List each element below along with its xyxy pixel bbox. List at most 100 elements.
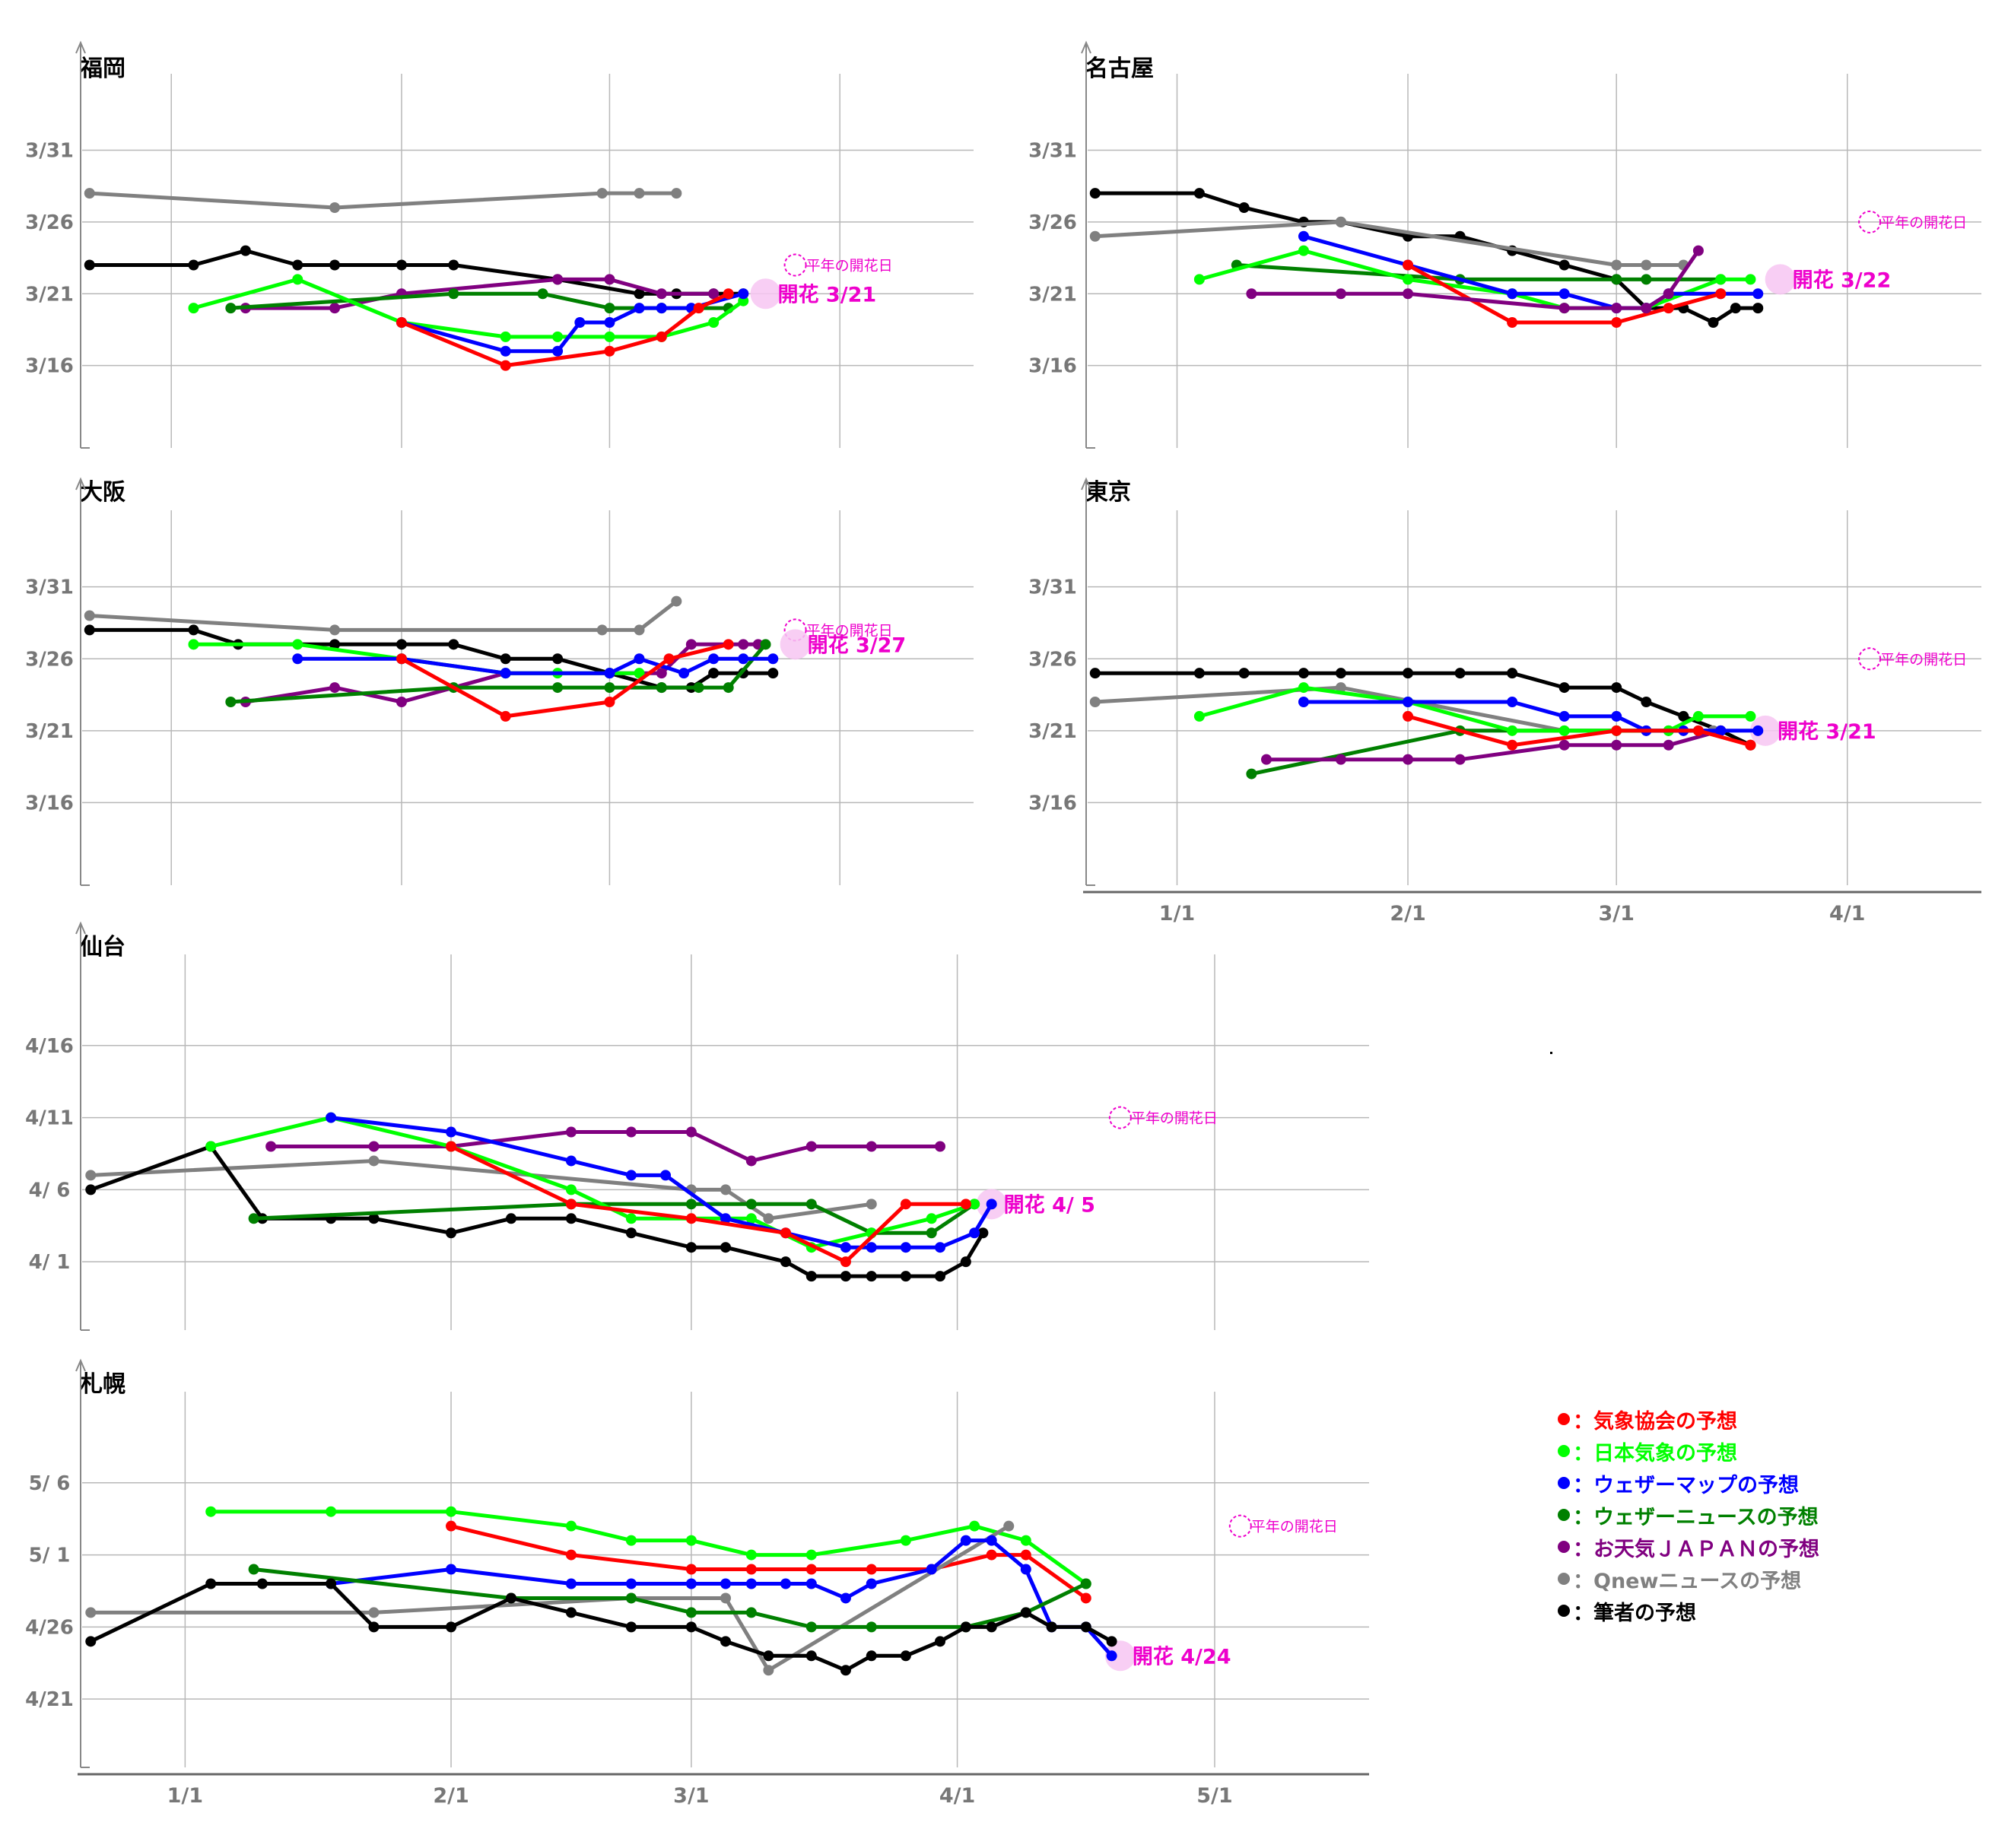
series-kishou-kyokai	[396, 639, 734, 722]
data-point	[1020, 1549, 1031, 1561]
actual-bloom-label: 開花 4/ 5	[1004, 1193, 1095, 1217]
series-line	[1197, 249, 1752, 310]
data-point	[1558, 303, 1570, 314]
data-point	[1752, 303, 1764, 314]
data-point	[292, 639, 303, 650]
data-point	[1611, 259, 1622, 271]
data-point	[604, 345, 615, 357]
data-point	[448, 259, 459, 271]
x-tick-label: 3/1	[1598, 902, 1634, 926]
data-point	[1663, 288, 1674, 300]
data-point	[840, 1256, 851, 1268]
actual-bloom-highlight	[1750, 715, 1781, 746]
data-point	[396, 259, 407, 271]
data-point	[926, 1227, 937, 1239]
data-point	[500, 331, 511, 342]
legend-marker-nihon-kishou	[1558, 1445, 1570, 1457]
normal-bloom-marker	[1228, 1514, 1252, 1538]
data-point	[805, 1549, 817, 1561]
data-point	[986, 1535, 997, 1546]
data-point	[634, 653, 645, 665]
series-author	[85, 1578, 1117, 1676]
series-kishou-kyokai	[446, 1141, 971, 1268]
data-point	[960, 1256, 971, 1268]
data-point	[720, 1578, 731, 1589]
legend-label-qnew: ：Qnewニュースの予想	[1573, 1569, 1802, 1593]
series-line	[329, 1538, 1114, 1658]
data-point	[805, 1650, 817, 1662]
data-point	[720, 1184, 731, 1195]
data-point	[977, 1227, 989, 1239]
data-point	[1507, 725, 1518, 736]
data-point	[448, 639, 459, 650]
data-point	[596, 624, 608, 636]
data-point	[935, 1271, 945, 1282]
data-point	[1708, 317, 1719, 328]
data-point	[685, 1564, 697, 1575]
data-point	[1238, 668, 1250, 679]
data-point	[552, 682, 564, 694]
data-point	[840, 1665, 851, 1676]
data-point	[656, 682, 667, 694]
data-point	[693, 303, 704, 314]
data-point	[1298, 668, 1309, 679]
data-point	[329, 682, 341, 694]
data-point	[1745, 739, 1756, 751]
data-point	[780, 1256, 791, 1268]
data-point	[205, 1141, 217, 1152]
y-tick-label: 3/16	[1028, 355, 1077, 378]
data-point	[500, 360, 511, 371]
data-point	[1730, 303, 1741, 314]
data-point	[1403, 754, 1414, 765]
data-point	[84, 624, 95, 636]
actual-bloom-highlight	[1765, 264, 1796, 295]
data-point	[1020, 1607, 1031, 1618]
normal-bloom-label: 平年の開花日	[806, 622, 893, 639]
data-point	[205, 1578, 217, 1589]
data-point	[656, 303, 667, 314]
data-point	[866, 1271, 877, 1282]
data-point	[1106, 1650, 1117, 1662]
data-point	[1080, 1621, 1091, 1633]
data-point	[1641, 274, 1652, 285]
data-point	[188, 639, 199, 650]
series-nihon-kishou	[188, 274, 749, 342]
data-point	[1080, 1592, 1091, 1604]
y-tick-label: 4/16	[25, 1035, 74, 1058]
y-tick-label: 3/21	[25, 283, 74, 306]
data-point	[574, 317, 586, 328]
data-point	[960, 1535, 971, 1546]
data-point	[866, 1199, 877, 1210]
data-point	[1558, 725, 1570, 736]
actual-bloom-highlight	[750, 278, 781, 310]
y-axis-arrow	[75, 921, 86, 935]
data-point	[780, 1578, 791, 1589]
data-point	[685, 1242, 697, 1253]
data-point	[625, 1535, 637, 1546]
data-point	[1745, 274, 1756, 285]
series-line	[1301, 700, 1760, 733]
series-line	[295, 656, 775, 675]
data-point	[329, 639, 341, 650]
data-point	[969, 1227, 980, 1239]
data-point	[1193, 710, 1205, 722]
data-point	[1193, 274, 1205, 285]
data-point	[805, 1271, 817, 1282]
series-line	[1093, 671, 1752, 748]
data-point	[329, 202, 341, 213]
series-kishou-kyokai	[396, 288, 734, 371]
data-point	[446, 1141, 457, 1152]
data-point	[685, 1535, 697, 1546]
data-point	[1298, 230, 1309, 242]
data-point	[446, 1506, 457, 1517]
normal-bloom-marker	[783, 253, 807, 277]
legend-marker-weather-news	[1558, 1509, 1570, 1521]
x-tick-label: 2/1	[1390, 902, 1425, 926]
data-point	[1663, 303, 1674, 314]
y-tick-label: 3/31	[1028, 576, 1077, 599]
data-point	[1641, 259, 1652, 271]
x-tick-label: 4/1	[1829, 902, 1865, 926]
data-point	[738, 639, 749, 650]
